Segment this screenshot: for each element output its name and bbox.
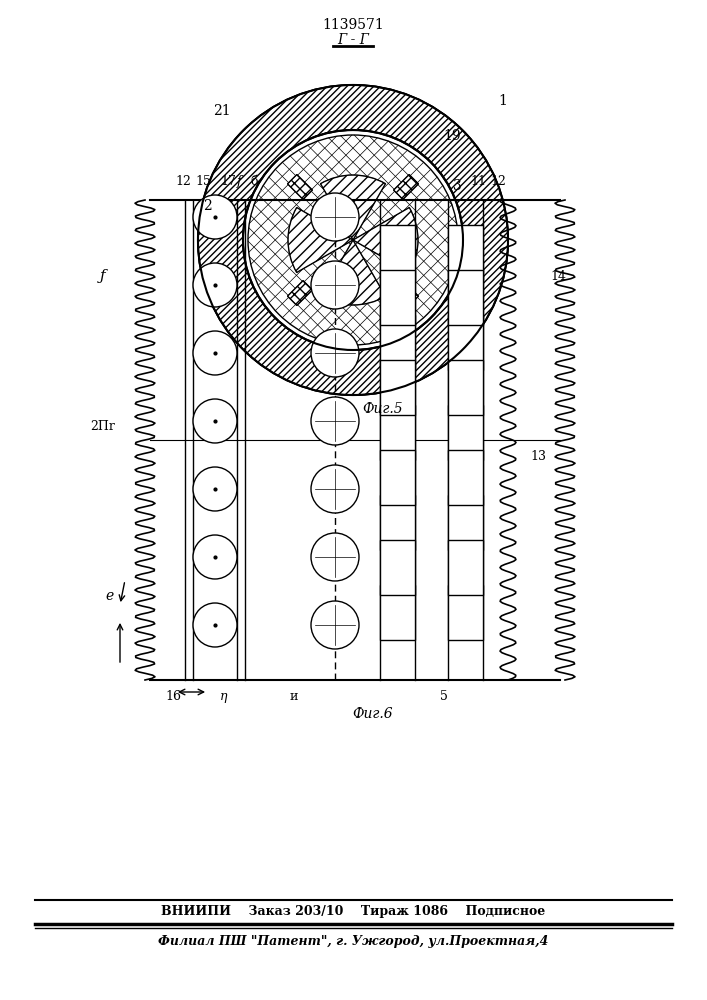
Text: Фиг.5: Фиг.5 bbox=[363, 402, 403, 416]
Bar bbox=[380, 495, 415, 550]
Bar bbox=[380, 450, 415, 505]
Text: ƒ: ƒ bbox=[100, 269, 105, 283]
Polygon shape bbox=[288, 281, 312, 305]
Wedge shape bbox=[320, 240, 385, 305]
Circle shape bbox=[243, 130, 463, 350]
Text: 11: 11 bbox=[470, 175, 486, 188]
Wedge shape bbox=[288, 208, 353, 272]
Text: 1139571: 1139571 bbox=[322, 18, 384, 32]
Circle shape bbox=[193, 263, 237, 307]
Text: f: f bbox=[237, 175, 242, 188]
Bar bbox=[380, 540, 415, 595]
Circle shape bbox=[193, 603, 237, 647]
Bar bbox=[448, 405, 483, 460]
Circle shape bbox=[311, 601, 359, 649]
Bar bbox=[380, 225, 415, 280]
Bar bbox=[448, 360, 483, 415]
Bar bbox=[448, 495, 483, 550]
Wedge shape bbox=[320, 175, 385, 240]
Text: 2Пr: 2Пr bbox=[90, 420, 115, 433]
Circle shape bbox=[193, 331, 237, 375]
Text: e: e bbox=[105, 589, 113, 603]
Bar bbox=[448, 450, 483, 505]
Wedge shape bbox=[198, 85, 508, 395]
Polygon shape bbox=[394, 175, 419, 199]
Text: 14: 14 bbox=[550, 270, 566, 283]
Polygon shape bbox=[288, 175, 312, 199]
Text: 15: 15 bbox=[195, 175, 211, 188]
Bar bbox=[380, 270, 415, 325]
Bar bbox=[448, 225, 483, 280]
Bar bbox=[380, 405, 415, 460]
Text: 13: 13 bbox=[530, 450, 546, 463]
Bar bbox=[448, 585, 483, 640]
Circle shape bbox=[311, 261, 359, 309]
Bar bbox=[380, 585, 415, 640]
Circle shape bbox=[311, 193, 359, 241]
Text: η: η bbox=[220, 690, 228, 703]
Circle shape bbox=[193, 399, 237, 443]
Circle shape bbox=[248, 135, 458, 345]
Text: 16: 16 bbox=[165, 690, 181, 703]
Wedge shape bbox=[353, 208, 418, 272]
Circle shape bbox=[193, 467, 237, 511]
Text: б: б bbox=[250, 175, 257, 188]
Text: 12: 12 bbox=[175, 175, 191, 188]
Circle shape bbox=[311, 329, 359, 377]
Polygon shape bbox=[394, 281, 419, 305]
Circle shape bbox=[311, 397, 359, 445]
Circle shape bbox=[243, 130, 463, 350]
Text: 2: 2 bbox=[203, 199, 212, 213]
Text: 19: 19 bbox=[443, 129, 461, 143]
Text: Г - Г: Г - Г bbox=[337, 33, 369, 47]
Bar bbox=[448, 270, 483, 325]
Circle shape bbox=[193, 535, 237, 579]
Text: Филиал ПШ "Патент", г. Ужгород, ул.Проектная,4: Филиал ПШ "Патент", г. Ужгород, ул.Проек… bbox=[158, 936, 548, 948]
Text: 5: 5 bbox=[440, 690, 448, 703]
Circle shape bbox=[193, 195, 237, 239]
Text: 3: 3 bbox=[453, 179, 462, 193]
Bar bbox=[448, 315, 483, 370]
Bar bbox=[380, 360, 415, 415]
Text: 21: 21 bbox=[213, 104, 230, 118]
Bar bbox=[380, 315, 415, 370]
Text: и: и bbox=[290, 690, 298, 703]
Text: ВНИИПИ    Заказ 203/10    Тираж 1086    Подписное: ВНИИПИ Заказ 203/10 Тираж 1086 Подписное bbox=[161, 906, 545, 918]
Bar bbox=[448, 540, 483, 595]
Circle shape bbox=[311, 533, 359, 581]
Text: 1: 1 bbox=[498, 94, 508, 108]
Text: Фиг.6: Фиг.6 bbox=[353, 707, 393, 721]
Text: 17: 17 bbox=[220, 175, 236, 188]
Text: 12: 12 bbox=[490, 175, 506, 188]
Circle shape bbox=[311, 465, 359, 513]
